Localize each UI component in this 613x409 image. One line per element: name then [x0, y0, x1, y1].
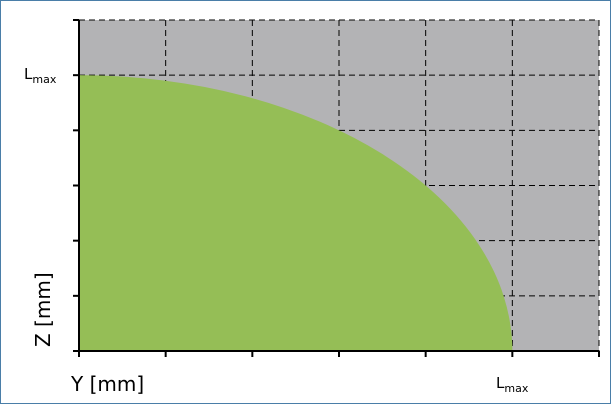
x-axis-label: Y [mm] — [70, 372, 144, 396]
y-lmax-sub: max — [32, 73, 56, 86]
x-lmax-sub: max — [504, 382, 528, 395]
axis-ticks — [73, 19, 600, 357]
y-axis-label: Z [mm] — [31, 272, 55, 347]
y-lmax-label: Lmax — [24, 65, 57, 86]
x-lmax-main: L — [496, 374, 505, 392]
y-lmax-main: L — [24, 65, 33, 83]
x-lmax-label: Lmax — [496, 374, 529, 395]
green-area-region — [79, 75, 513, 352]
